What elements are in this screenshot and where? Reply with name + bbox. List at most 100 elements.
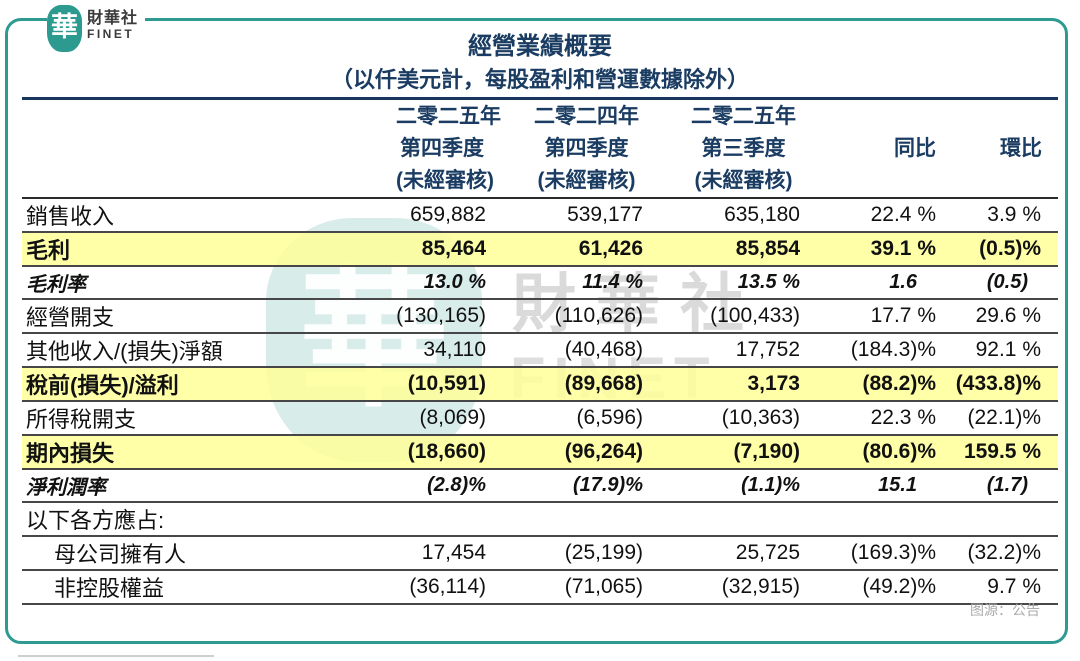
cell-value: (1.7) (986, 474, 1028, 496)
table-header: 二零二五年 第四季度 (未經審核) 二零二四年 第四季度 (未經審核) 二零二五年 第三季度(… (22, 101, 1058, 198)
brand-name-cn: 財華社 (87, 10, 139, 27)
cell-value: (25,199) (564, 541, 643, 564)
title-divider (22, 97, 1058, 100)
cell-value: (32,915) (721, 575, 800, 598)
cell-value: (18,660) (407, 440, 486, 463)
table-row: 毛利率 13.0 % 11.4 % 13.5 % 1.6 (0.5) (22, 266, 1058, 299)
row-label: 淨利潤率 (26, 477, 106, 499)
finet-logo: 華 財華社 FINET (47, 0, 145, 56)
cell-value: 17,454 (421, 541, 486, 564)
cell-value: (40,468) (564, 338, 643, 361)
cell-value: 635,180 (724, 203, 800, 226)
cell-value: (433.8)% (955, 372, 1041, 395)
cell-value: (6,596) (576, 406, 643, 429)
table-row: 非控股權益 (36,114) (71,065) (32,915) (49.2)% 9.7 … (22, 570, 1058, 604)
finet-logo-text: 財華社 FINET (87, 10, 138, 41)
cell-value: (10,591) (407, 372, 486, 395)
row-label: 毛利 (26, 238, 71, 263)
cell-value: (10,363) (721, 406, 800, 429)
page-title: 經營業績概要 (468, 33, 612, 60)
cell-value: 17.7 % (870, 304, 936, 327)
row-label: 稅前(損失)/溢利 (26, 373, 179, 398)
cell-value: 61,426 (578, 237, 643, 260)
cell-value: (1.1)% (741, 474, 800, 496)
cell-value: 92.1 % (975, 338, 1041, 361)
cell-value: 25,725 (735, 541, 800, 564)
column-header: 二零二四年 第四季度 (未經審核) (534, 105, 639, 192)
header-row: 二零二五年 第四季度 (未經審核) 二零二四年 第四季度 (未經審核) 二零二五年 第三季度(… (22, 101, 1058, 198)
table-row: 以下各方應占: (22, 502, 1058, 536)
cell-value: 39.1 % (870, 237, 936, 260)
cell-value (802, 502, 938, 536)
cell-value: (22.1)% (967, 406, 1041, 429)
row-label: 非控股權益 (54, 576, 165, 601)
table-row: 所得稅開支 (8,069) (6,596) (10,363) 22.3 % (22.1)% (22, 401, 1058, 435)
cell-value: 22.3 % (870, 406, 936, 429)
cell-value: (36,114) (409, 575, 486, 598)
cell-value: 3.9 % (987, 203, 1041, 226)
cell-value: (110,626) (554, 304, 643, 327)
cell-value (488, 502, 645, 536)
row-label: 以下各方應占: (26, 508, 165, 533)
table-title-block: 經營業績概要 （以仟美元計，每股盈利和營運數據除外） (22, 32, 1058, 94)
cell-value: 29.6 % (975, 304, 1041, 327)
row-label: 銷售收入 (26, 204, 115, 229)
cell-value (356, 502, 488, 536)
results-summary-table: 二零二五年 第四季度 (未經審核) 二零二四年 第四季度 (未經審核) 二零二五年 第三季度(… (22, 101, 1058, 605)
cell-value (938, 502, 1058, 536)
cell-value: (96,264) (564, 440, 643, 463)
cell-value: (169.3)% (850, 541, 936, 564)
table-row: 銷售收入 659,882 539,177 635,180 22.4 % 3.9 % (22, 198, 1058, 232)
cell-value: 13.5 % (737, 271, 800, 293)
table-row: 毛利 85,464 61,426 85,854 39.1 % (0.5)% (22, 232, 1058, 266)
cell-value: 539,177 (567, 203, 643, 226)
table-row: 其他收入/(損失)淨額 34,110 (40,468) 17,752 (184.3)% 9… (22, 333, 1058, 367)
finet-emblem-icon: 華 (47, 5, 82, 52)
page-frame (5, 18, 1068, 644)
cell-value: (32.2)% (967, 541, 1041, 564)
cell-value: (89,668) (564, 372, 643, 395)
column-header: 二零二五年 第三季度 (未經審核) (691, 105, 796, 192)
cell-value: 13.0 % (423, 271, 486, 293)
cell-value: (71,065) (564, 575, 643, 598)
row-label: 經營開支 (26, 305, 115, 330)
row-label: 所得稅開支 (26, 407, 137, 432)
cell-value: (2.8)% (427, 474, 486, 496)
column-header: 二零二五年 第四季度 (未經審核) (396, 105, 501, 192)
cell-value: 3,173 (747, 372, 800, 395)
cell-value: 11.4 % (582, 271, 643, 293)
table-row: 經營開支 (130,165) (110,626) (100,433) 17.7 % 29.… (22, 299, 1058, 333)
cell-value: (8,069) (419, 406, 486, 429)
cell-value: 15.1 (878, 474, 917, 496)
cell-value: 85,464 (421, 237, 486, 260)
cell-value: 1.6 (889, 271, 917, 293)
cell-value: (17.9)% (572, 474, 643, 496)
cell-value: (80.6)% (862, 440, 936, 463)
column-header: 環比 (1000, 137, 1042, 160)
column-header: 同比 (894, 137, 936, 160)
page-subtitle: （以仟美元計，每股盈利和營運數據除外） (330, 67, 749, 92)
cell-value: (130,165) (396, 304, 486, 327)
cell-value: 17,752 (735, 338, 800, 361)
cell-value: 34,110 (423, 338, 486, 361)
source-note: 图源：公告 (970, 602, 1040, 618)
row-label: 期內損失 (26, 441, 115, 466)
cell-value: 659,882 (410, 203, 486, 226)
cell-value: (49.2)% (862, 575, 936, 598)
cell-value: 85,854 (735, 237, 800, 260)
table-row: 母公司擁有人 17,454 (25,199) 25,725 (169.3)% (32.2)… (22, 536, 1058, 570)
cropped-element-sliver (18, 655, 214, 657)
row-label: 毛利率 (26, 274, 86, 296)
cell-value: (184.3)% (850, 338, 936, 361)
row-label: 其他收入/(損失)淨額 (26, 339, 223, 364)
cell-value: (88.2)% (862, 372, 936, 395)
table-row: 期內損失 (18,660) (96,264) (7,190) (80.6)% 159.5 … (22, 435, 1058, 469)
cell-value: (0.5) (986, 271, 1028, 293)
cell-value (645, 502, 802, 536)
cell-value: 22.4 % (870, 203, 936, 226)
cell-value: (7,190) (733, 440, 800, 463)
table-row: 淨利潤率 (2.8)% (17.9)% (1.1)% 15.1 (1.7) (22, 469, 1058, 502)
cell-value: (0.5)% (979, 237, 1041, 260)
cell-value: 9.7 % (987, 575, 1041, 598)
cell-value: (100,433) (710, 304, 800, 327)
